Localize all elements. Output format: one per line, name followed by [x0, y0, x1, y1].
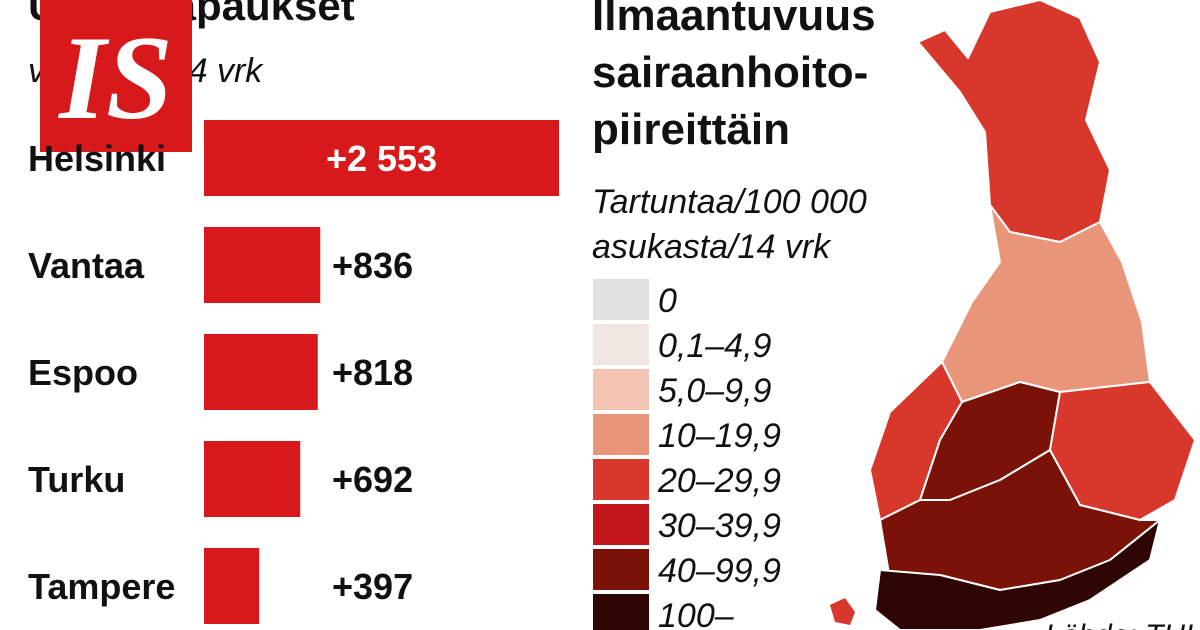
value-label: +818 — [332, 352, 413, 393]
map-subtitle: asukasta/14 vrk — [592, 228, 832, 266]
value-label: +692 — [332, 459, 413, 500]
category-label: Helsinki — [28, 138, 166, 179]
value-label: +397 — [332, 566, 413, 607]
bar — [204, 120, 559, 196]
bar — [204, 441, 301, 517]
map-title: Ilmaantuvuus — [592, 0, 876, 40]
legend-swatch — [591, 322, 651, 367]
source: Lähde: THL — [1045, 619, 1200, 630]
legend-label: 40–99,9 — [658, 552, 781, 590]
legend-label: 30–39,9 — [658, 507, 781, 545]
map-region — [874, 519, 1161, 630]
legend-swatch — [591, 547, 651, 592]
map-region — [917, 0, 1111, 243]
map-islands — [830, 598, 855, 625]
category-label: Tampere — [28, 566, 175, 607]
map-title: sairaanhoito- — [592, 48, 868, 97]
bar — [204, 227, 321, 303]
legend-label: 10–19,9 — [658, 417, 781, 455]
value-label: +836 — [332, 245, 413, 286]
legend-label: 100– — [658, 597, 735, 630]
finland-map — [830, 0, 1196, 630]
map-subtitle: Tartuntaa/100 000 — [592, 183, 867, 221]
legend-swatch — [591, 502, 651, 547]
legend-swatch — [591, 592, 651, 630]
legend-swatch — [591, 277, 651, 322]
value-label: +2 553 — [326, 138, 437, 179]
bar — [204, 548, 260, 624]
category-label: Vantaa — [28, 245, 145, 286]
category-label: Turku — [28, 459, 125, 500]
bar — [204, 334, 318, 410]
legend-label: 20–29,9 — [657, 462, 781, 500]
legend-label: 5,0–9,9 — [658, 372, 772, 410]
category-label: Espoo — [28, 352, 138, 393]
legend-swatch — [591, 412, 651, 457]
logo-box — [40, 0, 192, 152]
legend-label: 0,1–4,9 — [658, 327, 772, 365]
legend-swatch — [591, 367, 651, 412]
legend-label: 0 — [658, 282, 677, 320]
legend-swatch — [591, 457, 651, 502]
map-title: piireittäin — [592, 105, 790, 154]
logo: IS — [57, 11, 172, 144]
